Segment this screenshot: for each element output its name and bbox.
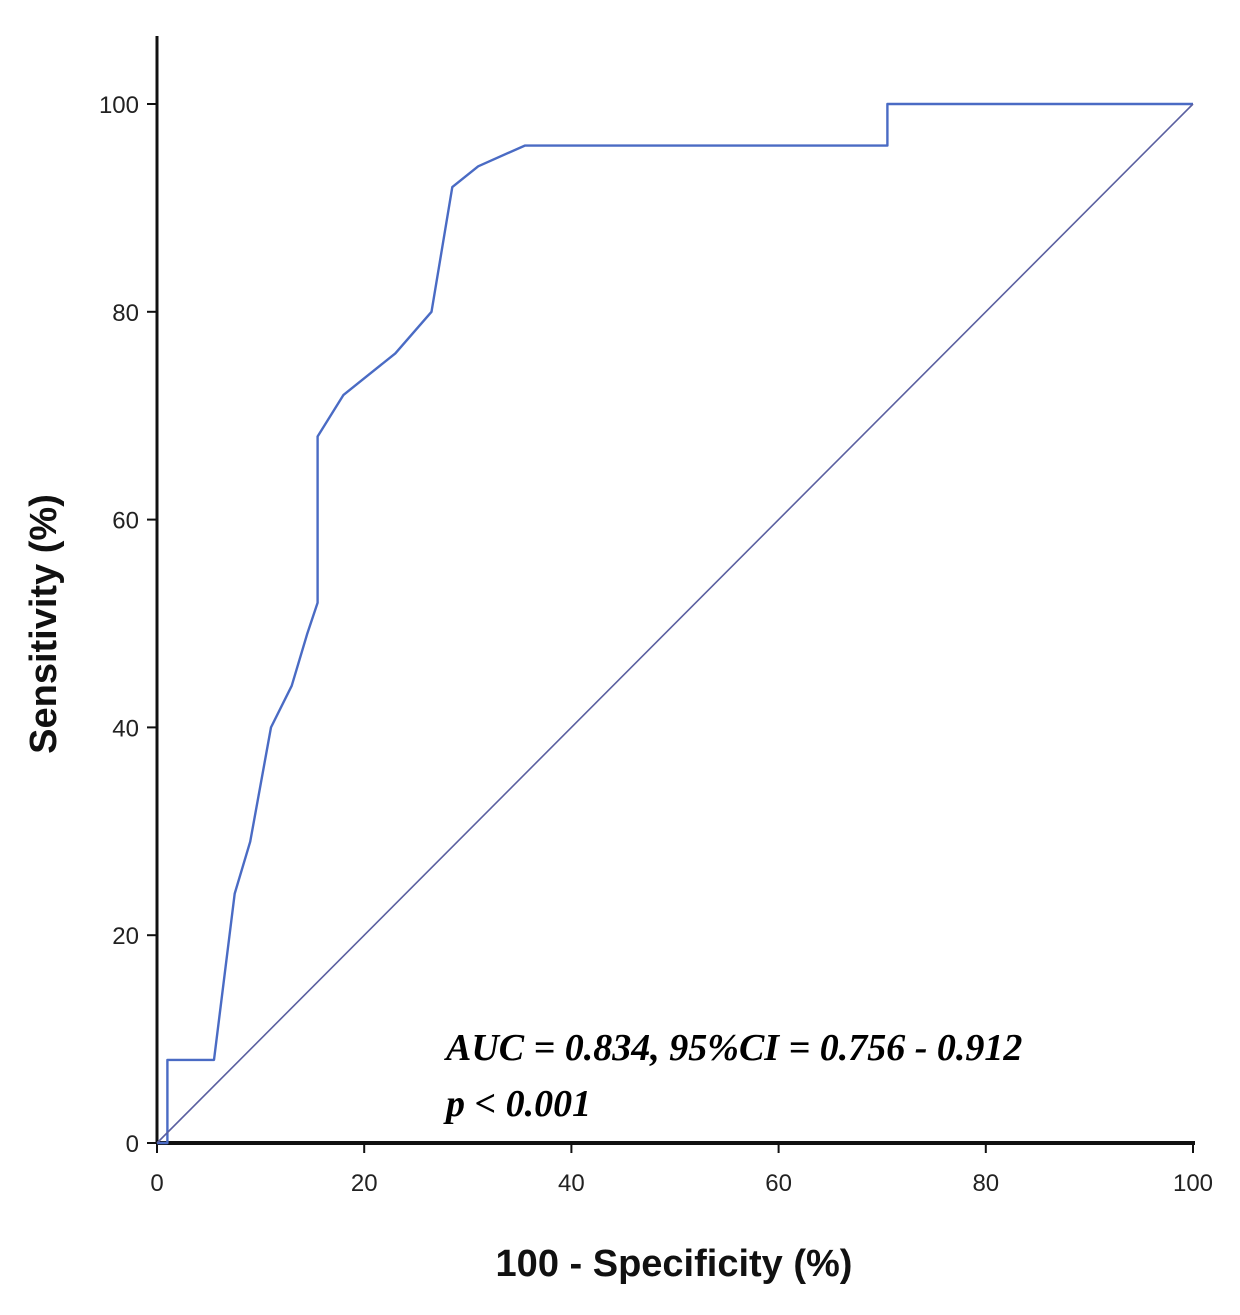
y-axis-title: Sensitivity (%) [23,494,65,754]
x-tick-label: 20 [351,1170,378,1197]
series [156,102,1194,1145]
y-tick-label: 0 [126,1131,139,1158]
y-tick-label: 80 [112,300,139,327]
p-value-annotation: p < 0.001 [443,1083,591,1125]
y-tick-label: 20 [112,923,139,950]
x-tick-label: 40 [558,1170,585,1197]
y-tick-label: 100 [99,92,139,119]
x-tick-label: 100 [1173,1170,1213,1197]
x-axis-title: 100 - Specificity (%) [496,1243,853,1285]
x-tick-label: 60 [765,1170,792,1197]
ticks: 0 20 40 60 80 100 0 20 40 60 80 100 [99,92,1213,1197]
x-tick-label: 80 [972,1170,999,1197]
roc-curve-line [157,102,1193,1145]
x-tick-label: 0 [150,1170,163,1197]
reference-diagonal-line [156,103,1194,1144]
y-tick-label: 60 [112,508,139,535]
auc-annotation: AUC = 0.834, 95%CI = 0.756 - 0.912 [444,1027,1022,1069]
axes [155,36,1195,1145]
y-tick-label: 40 [112,715,139,742]
